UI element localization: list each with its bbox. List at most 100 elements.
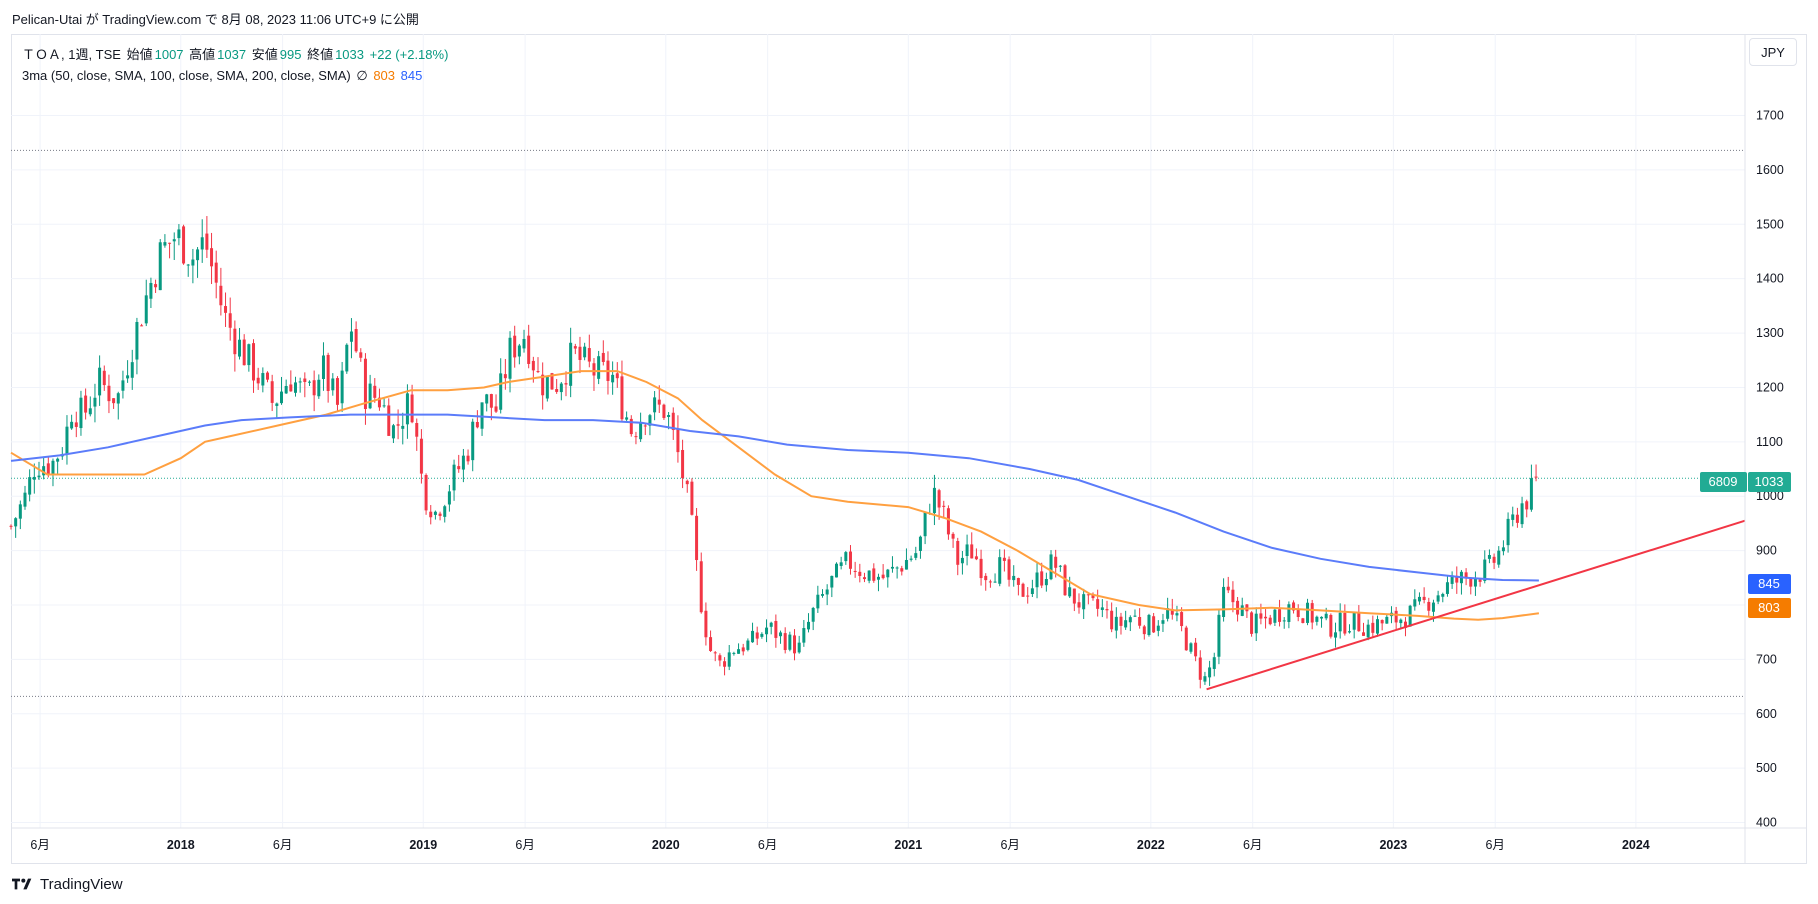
candle-body xyxy=(709,637,713,652)
candle-body xyxy=(583,346,587,358)
trendline[interactable] xyxy=(1206,519,1746,691)
candle-body xyxy=(648,415,652,426)
ma200-badge-bg xyxy=(1748,574,1791,594)
candle-body xyxy=(266,372,270,380)
candle-body xyxy=(303,378,307,382)
candle-body xyxy=(676,428,680,453)
candle-body xyxy=(1198,657,1202,680)
price-badges: 6809 1033 845 803 xyxy=(1700,472,1791,618)
candle-body xyxy=(797,642,801,653)
candle-body xyxy=(135,321,139,360)
candle-body xyxy=(718,655,722,661)
candle-body xyxy=(186,264,190,266)
candle-body xyxy=(410,394,414,423)
y-tick-label: 1700 xyxy=(1756,109,1784,123)
reference-lines xyxy=(11,149,1745,697)
x-tick-label: 6月 xyxy=(30,838,49,852)
candle-body xyxy=(690,481,694,515)
candle-body xyxy=(321,355,325,379)
candle-body xyxy=(1208,667,1212,678)
candle-body xyxy=(46,463,50,475)
candle-body xyxy=(988,581,992,583)
candle-body xyxy=(363,358,367,410)
candle-body xyxy=(816,594,820,609)
candle-body xyxy=(657,399,661,405)
tradingview-logo-icon xyxy=(12,878,32,890)
high-label: 高値 xyxy=(189,47,216,62)
candle-body xyxy=(834,563,838,578)
candle-body xyxy=(1082,594,1086,610)
y-tick-label: 600 xyxy=(1756,707,1777,721)
candle-body xyxy=(1194,642,1198,657)
y-tick-label: 1300 xyxy=(1756,326,1784,340)
candle-body xyxy=(252,343,256,381)
ma-line xyxy=(10,370,1540,621)
candle-body xyxy=(1525,501,1529,510)
y-tick-label: 1200 xyxy=(1756,380,1784,394)
y-tick-label: 1100 xyxy=(1756,435,1783,449)
candle-body xyxy=(611,374,615,383)
candle-body xyxy=(597,356,601,379)
y-tick-label: 500 xyxy=(1756,761,1777,775)
x-tick-label: 6月 xyxy=(1485,838,1504,852)
candle-body xyxy=(1217,614,1221,657)
candle-body xyxy=(1427,601,1431,611)
y-tick-label: 900 xyxy=(1756,544,1777,558)
candle-body xyxy=(746,640,750,650)
candle-body xyxy=(1100,607,1104,610)
candle-body xyxy=(163,242,167,246)
currency-button[interactable]: JPY xyxy=(1749,38,1797,66)
ma-title[interactable]: 3ma (50, close, SMA, 100, close, SMA, 20… xyxy=(22,68,351,83)
candle-body xyxy=(391,425,395,439)
candle-body xyxy=(932,487,936,514)
candle-body xyxy=(433,511,437,515)
candle-body xyxy=(839,562,843,566)
candle-body xyxy=(331,378,335,391)
candle-body xyxy=(228,313,232,328)
candle-body xyxy=(98,367,102,396)
candle-body xyxy=(527,335,531,364)
candle-body xyxy=(247,344,251,366)
candle-body xyxy=(1268,617,1272,625)
candle-body xyxy=(643,425,647,427)
candle-body xyxy=(424,474,428,511)
candle-body xyxy=(447,491,451,505)
candle-body xyxy=(396,424,400,426)
axes: 4005006007008009001000110012001300140015… xyxy=(11,34,1807,863)
candle-body xyxy=(1016,578,1020,585)
candle-body xyxy=(1399,619,1403,624)
candle-body xyxy=(578,346,582,360)
candle-body xyxy=(149,282,153,299)
candle-body xyxy=(876,576,880,580)
y-tick-label: 1600 xyxy=(1756,163,1784,177)
candle-body xyxy=(56,458,60,462)
candle-body xyxy=(1259,613,1263,619)
candle-body xyxy=(1306,602,1310,623)
candle-body xyxy=(918,536,922,551)
candle-body xyxy=(177,229,181,239)
candle-body xyxy=(1301,618,1305,624)
candle-body xyxy=(699,561,703,613)
candle-body xyxy=(998,557,1002,584)
candle-body xyxy=(723,661,727,667)
low-value: 995 xyxy=(279,47,302,62)
candle-body xyxy=(1226,586,1230,591)
candle-body xyxy=(1473,578,1477,587)
y-tick-label: 1000 xyxy=(1756,489,1784,503)
candle-body xyxy=(401,425,405,429)
candle-body xyxy=(1189,643,1193,652)
candle-body xyxy=(858,571,862,576)
candle-body xyxy=(862,577,866,580)
ma100-value: 803 xyxy=(373,68,396,83)
grid xyxy=(11,34,1745,828)
candle-body xyxy=(1063,565,1067,596)
candle-body xyxy=(1007,559,1011,580)
candle-body xyxy=(1394,610,1398,623)
change-value: +22 (+2.18%) xyxy=(369,47,449,62)
symbol-label[interactable]: ＴＯＡ, 1週, TSE xyxy=(22,47,121,62)
ma100-badge: 803 xyxy=(1758,600,1780,615)
candle-body xyxy=(1184,627,1188,651)
close-label: 終値 xyxy=(307,47,334,62)
candle-body xyxy=(196,249,200,261)
